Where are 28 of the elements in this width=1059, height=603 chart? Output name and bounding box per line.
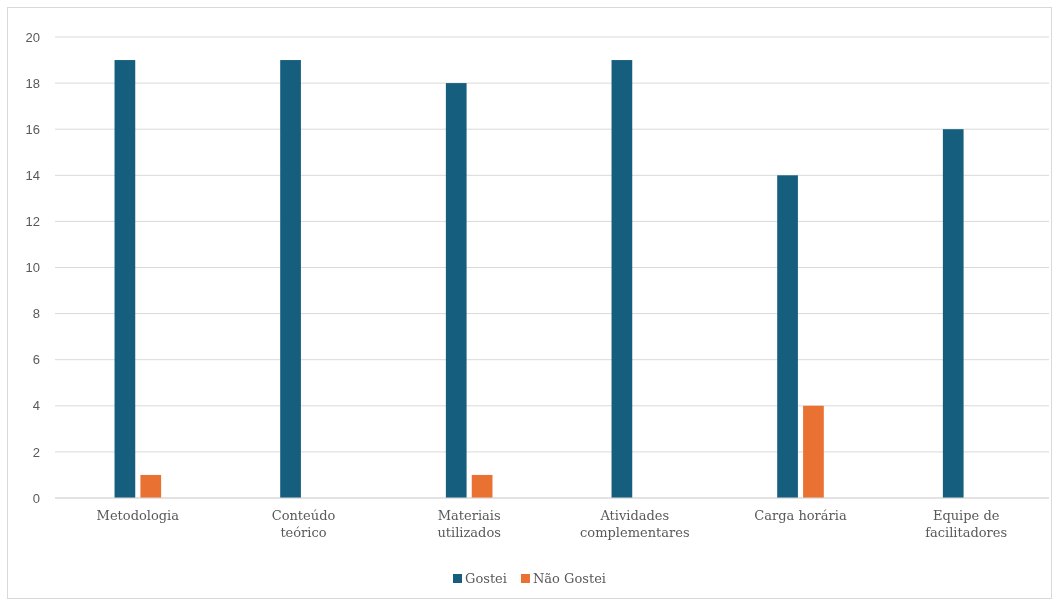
x-tick-label: Atividades complementares — [580, 508, 690, 540]
bar — [140, 474, 162, 498]
x-tick-label: Metodologia — [96, 508, 180, 523]
bar — [803, 405, 824, 498]
y-tick-label: 12 — [25, 214, 40, 230]
y-tick-label: 20 — [25, 29, 40, 45]
legend-label: Gostei — [464, 571, 507, 586]
bar — [114, 60, 136, 498]
x-tick-label: Carga horária — [754, 508, 847, 523]
x-tick-label: Materiais utilizados — [437, 508, 501, 540]
bar — [445, 83, 467, 498]
y-tick-label: 8 — [32, 306, 40, 322]
legend-label: Não Gostei — [532, 571, 607, 586]
x-tick-label: Equipe de facilitadores — [925, 508, 1008, 540]
y-tick-label: 4 — [32, 398, 40, 414]
bar — [777, 175, 798, 498]
y-tick-label: 10 — [25, 260, 40, 276]
x-tick-label: Conteúdo teórico — [271, 508, 336, 540]
y-tick-label: 6 — [32, 352, 40, 368]
bar — [942, 129, 964, 498]
y-tick-label: 2 — [32, 444, 40, 460]
y-tick-label: 16 — [25, 121, 40, 137]
bar — [611, 60, 633, 498]
y-tick-label: 14 — [25, 167, 40, 183]
y-tick-label: 0 — [32, 490, 40, 506]
bar — [471, 474, 493, 498]
bar — [280, 60, 301, 498]
y-tick-label: 18 — [25, 75, 40, 91]
